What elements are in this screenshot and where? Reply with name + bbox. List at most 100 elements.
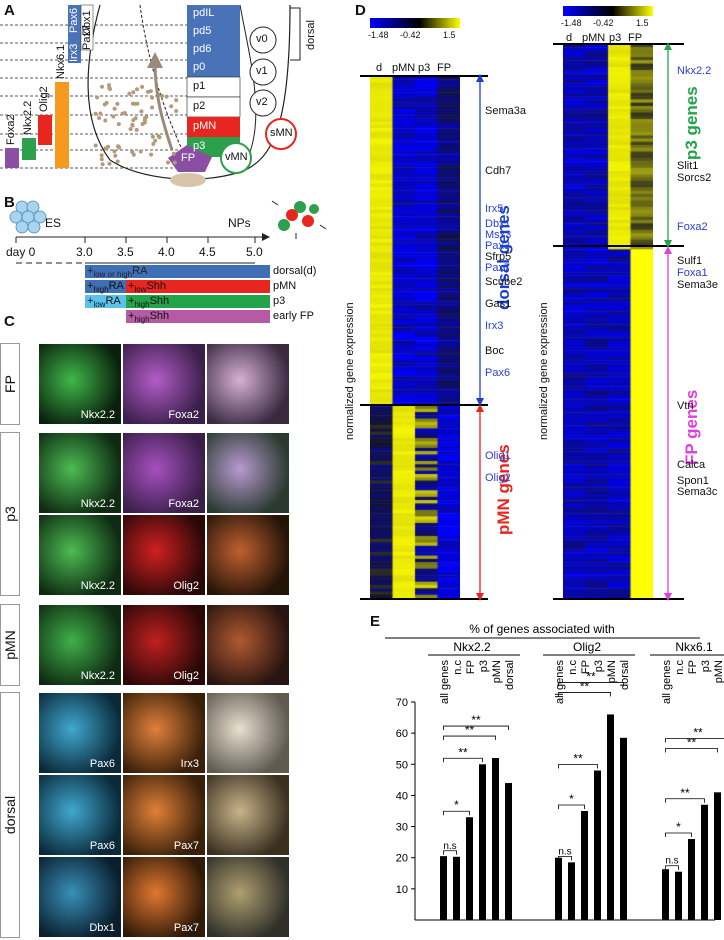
neuron-label-vmn: vMN <box>225 151 248 163</box>
gene-label: Boc <box>485 345 504 357</box>
bar <box>675 871 682 920</box>
category-label: n.c <box>674 660 686 675</box>
significance-bracket <box>443 850 457 855</box>
gene-label: Sulf1 <box>677 255 703 267</box>
marker-pax7: Pax7 <box>81 24 93 50</box>
marker-foxa2: Foxa2 <box>5 114 17 145</box>
bar-pmn-label: pMN <box>273 280 297 292</box>
bar <box>581 811 588 920</box>
significance-label: ** <box>471 713 481 727</box>
marker-pax6: Pax6 <box>68 7 80 33</box>
micrograph-label: Pax6 <box>89 758 115 770</box>
bar <box>440 856 447 920</box>
es-label: ES <box>45 216 62 230</box>
bar <box>466 817 473 920</box>
micrograph-r2-c1: Nkx2.2 <box>38 432 122 514</box>
scale-max-right: 1.5 <box>636 18 649 28</box>
micrograph-label: Irx3 <box>180 758 199 770</box>
domain-label-fp: FP <box>181 152 196 164</box>
gene-label: Olig2 <box>485 472 511 484</box>
panel-letter-e: E <box>370 613 381 630</box>
hm-right-col-d: d <box>566 32 573 44</box>
gene-label: Spon1 <box>677 475 709 487</box>
gene-label: Vtn <box>677 400 694 412</box>
day-3-0: 3.0 <box>76 245 93 259</box>
neuron-label-v0: v0 <box>256 33 268 45</box>
scale-mid-right: -0.42 <box>593 18 614 28</box>
micrograph-label: Nkx2.2 <box>80 409 115 421</box>
significance-label: ** <box>458 745 468 759</box>
significance-label: n.s <box>558 846 571 857</box>
bar-p3-shh-text: +highShh <box>128 295 170 310</box>
bar-dorsal <box>85 265 270 278</box>
bar <box>688 839 695 920</box>
gene-label: Slit1 <box>677 160 699 172</box>
micrograph-r7-c1: Dbx1 <box>38 856 122 938</box>
micrograph-r5-c2: Irx3 <box>122 692 206 774</box>
significance-bracket <box>665 832 692 838</box>
category-label: p3 <box>593 660 605 672</box>
significance-label: ** <box>465 723 475 737</box>
day-5-0: 5.0 <box>246 245 263 259</box>
category-label: pMN <box>713 660 724 683</box>
micrograph-r6-c2: Pax7 <box>122 774 206 856</box>
bar <box>479 764 486 920</box>
significance-bracket <box>443 810 470 816</box>
bar <box>555 857 562 920</box>
micrograph-r3-c3 <box>206 514 290 596</box>
bar <box>492 758 499 920</box>
significance-bracket <box>443 757 483 763</box>
domain-label-pd6: pd6 <box>193 43 212 55</box>
domain-label-pdil: pdIL <box>193 7 215 19</box>
significance-label: n.s <box>443 841 456 852</box>
neural-tube-diagram <box>0 4 301 187</box>
gene-label: Pax7 <box>485 262 511 274</box>
significance-label: ** <box>687 736 697 750</box>
gene-label: Msx3 <box>485 229 512 241</box>
significance-label: * <box>569 792 574 806</box>
micrograph-r1-c3 <box>206 343 290 425</box>
significance-bracket <box>558 855 572 861</box>
category-label: dorsal <box>619 660 631 690</box>
micrograph-label: Nkx2.2 <box>80 498 115 510</box>
ylabel-left: normalized gene expression <box>344 302 356 440</box>
domain-label-p1: p1 <box>193 80 206 92</box>
gene-label: Pax3 <box>485 240 511 252</box>
gene-label: Sfrp5 <box>485 251 512 263</box>
gene-label: Nkx2.2 <box>677 65 712 77</box>
marker-irx3: Irx3 <box>68 43 80 62</box>
hm-left-col-pmn: pMN <box>392 62 416 74</box>
gene-label: Sorcs2 <box>677 172 712 184</box>
group-label: Nkx6.1 <box>675 640 713 654</box>
micrograph-r4-c1: Nkx2.2 <box>38 604 122 686</box>
bar <box>568 862 575 920</box>
day-4-5: 4.5 <box>199 245 216 259</box>
bar-pmn-shh <box>126 280 270 293</box>
bar-dorsal-label: dorsal(d) <box>273 265 317 277</box>
significance-bracket <box>665 748 718 753</box>
scale-min-right: -1.48 <box>561 18 582 28</box>
micrograph-label: Nkx2.2 <box>80 670 115 682</box>
bar-dorsal-text: +low or highRA <box>87 265 148 280</box>
y-tick-label: 30 <box>396 822 408 834</box>
chart-title: % of genes associated with <box>469 622 614 636</box>
domain-label-pmn: pMN <box>193 120 217 132</box>
bar-fp-shh-text: +highShh <box>128 310 170 325</box>
day-0: day 0 <box>6 245 36 259</box>
micrograph-r5-c1: Pax6 <box>38 692 122 774</box>
hm-left-col-fp: FP <box>437 62 452 74</box>
category-label: all genes <box>439 660 451 705</box>
category-label: FP <box>465 660 477 674</box>
scale-min-left: -1.48 <box>368 30 389 40</box>
category-label: p3 <box>700 660 712 672</box>
gene-label: Sema3a <box>485 105 526 117</box>
category-label: dorsal <box>504 660 516 690</box>
gene-label: Irx5 <box>485 203 504 215</box>
bar <box>453 856 460 920</box>
category-label: n.c <box>452 660 464 675</box>
gene-label: Pax6 <box>485 367 511 379</box>
micrograph-label: Pax7 <box>173 840 199 852</box>
bar-chart-e: % of genes associated with 10 20 30 40 50 60 70… <box>385 622 724 921</box>
group-label-pmn: pMN <box>0 604 20 686</box>
y-tick-label: 40 <box>396 790 408 802</box>
